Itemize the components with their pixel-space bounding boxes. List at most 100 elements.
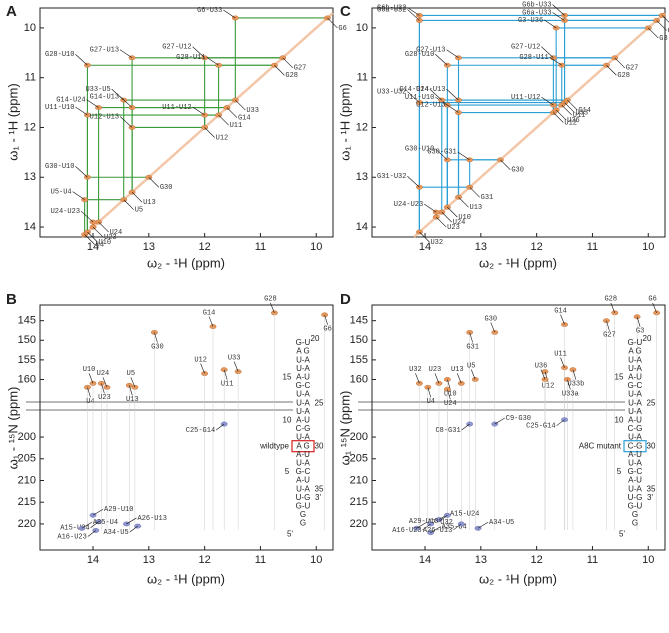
- diagonal: [81, 12, 334, 238]
- peak-label: G30-G31: [427, 149, 456, 157]
- highlight-box: [291, 440, 315, 453]
- x-tick-label: 12: [531, 241, 543, 253]
- leader-line: [235, 99, 246, 111]
- base-pair: G-U: [628, 338, 643, 347]
- nucleotide-number: 25: [315, 398, 324, 407]
- peak-label: G14-U24: [399, 86, 428, 94]
- peak-label: C8-G31: [435, 427, 460, 435]
- leader-line: [561, 104, 572, 116]
- peak-label: U4: [427, 398, 435, 406]
- base-pair: U-A: [628, 459, 642, 468]
- leader-line: [87, 231, 98, 243]
- leader-line: [407, 175, 420, 188]
- leader-line: [416, 522, 427, 529]
- peak-label: U23: [104, 234, 117, 242]
- leader-line: [218, 114, 229, 126]
- peak-label: U36: [567, 117, 580, 125]
- base-pair: U-A: [628, 484, 642, 493]
- y-tick-label: 160: [18, 373, 36, 385]
- peak-label: U12: [542, 382, 555, 390]
- y-tick-label: 160: [350, 373, 368, 385]
- leader-line: [435, 54, 448, 66]
- leader-line: [119, 116, 133, 128]
- peak-label: G30: [151, 343, 164, 351]
- peak-label: G6a-U33: [522, 9, 551, 17]
- base-pair: U-A: [296, 364, 310, 373]
- nucleotide-number: 30: [315, 441, 324, 450]
- base-pair: A-U: [628, 373, 642, 382]
- peak-label: U5: [467, 362, 475, 370]
- diagonal-peak: [466, 184, 474, 190]
- peak-label: G30-U10: [405, 146, 434, 154]
- peak-label: A29-U10: [409, 518, 438, 526]
- base-pair: G: [300, 519, 306, 528]
- leader-line: [661, 15, 669, 23]
- peak-label: G6a: [668, 27, 669, 35]
- nucleotide-number: 20: [311, 334, 320, 343]
- leader-line: [556, 419, 565, 426]
- nucleotide-number: 35: [315, 484, 324, 493]
- base-pair: G: [300, 510, 306, 519]
- base-pair: U-A: [628, 433, 642, 442]
- peak-label: A26-U13: [423, 527, 452, 535]
- plot-frame: [39, 304, 334, 551]
- peak-label: A35-U4: [442, 523, 467, 531]
- peak-label: G6b-U33: [522, 1, 551, 9]
- leader-line: [75, 166, 88, 178]
- y-tick-label: 145: [350, 315, 368, 327]
- leader-line: [75, 106, 88, 116]
- peak-label: U10: [98, 239, 111, 247]
- leader-line: [567, 379, 571, 390]
- panel-label: B: [6, 291, 17, 308]
- highlight-label: A8C mutant: [579, 441, 622, 450]
- leader-line: [469, 332, 473, 343]
- leader-line: [477, 522, 489, 529]
- y-tick-label: 12: [356, 121, 368, 133]
- leader-line: [88, 373, 94, 384]
- base-pair: G: [632, 510, 638, 519]
- base-pair: G-U: [628, 502, 643, 511]
- x-axis-label: ω₂ - ¹H (ppm): [479, 571, 557, 586]
- leader-line: [126, 517, 137, 525]
- peak-label: U33: [576, 109, 589, 117]
- leader-line: [92, 508, 104, 516]
- leader-line: [447, 389, 451, 400]
- peak-label: A16-U23: [392, 527, 421, 535]
- peak-label: G14-U13: [90, 93, 119, 101]
- leader-line: [324, 314, 328, 325]
- peak-label: G28-U10: [405, 51, 434, 59]
- peak-label: U11: [573, 112, 586, 120]
- base-pair: C-G: [628, 441, 643, 450]
- peak-label: U36: [535, 362, 548, 370]
- peak-label: U24-U23: [394, 201, 423, 209]
- leader-line: [407, 91, 420, 103]
- leader-line: [223, 369, 228, 380]
- cross-peak: [128, 125, 136, 130]
- peak-label: G6a-U32: [377, 6, 406, 14]
- peak-label: C25-G14: [526, 423, 555, 431]
- peak-label: U12: [564, 119, 577, 127]
- leader-line: [208, 316, 214, 327]
- nucleotide-number: 20: [643, 334, 652, 343]
- base-pair: G-C: [628, 467, 643, 476]
- peak-label: U11: [230, 122, 243, 130]
- base-pair: U-A: [628, 398, 642, 407]
- base-pair: G-U: [296, 338, 311, 347]
- base-pair: U-A: [628, 390, 642, 399]
- peak-label: U24: [444, 400, 457, 408]
- leader-line: [119, 49, 133, 59]
- leader-line: [129, 525, 138, 533]
- leader-line: [233, 361, 239, 372]
- peak-label: G6: [648, 296, 656, 304]
- y-tick-label: 10: [356, 22, 368, 34]
- x-tick-label: 11: [587, 554, 598, 566]
- peak-label: U24: [97, 370, 110, 378]
- leader-line: [131, 191, 143, 203]
- peak-label: A16-U23: [57, 533, 86, 541]
- x-tick-label: 11: [255, 554, 266, 566]
- y-tick-label: 200: [18, 431, 36, 443]
- nucleotide-number: 35: [647, 484, 656, 493]
- peak-label: U12: [194, 356, 207, 364]
- y-tick-label: 210: [350, 474, 368, 486]
